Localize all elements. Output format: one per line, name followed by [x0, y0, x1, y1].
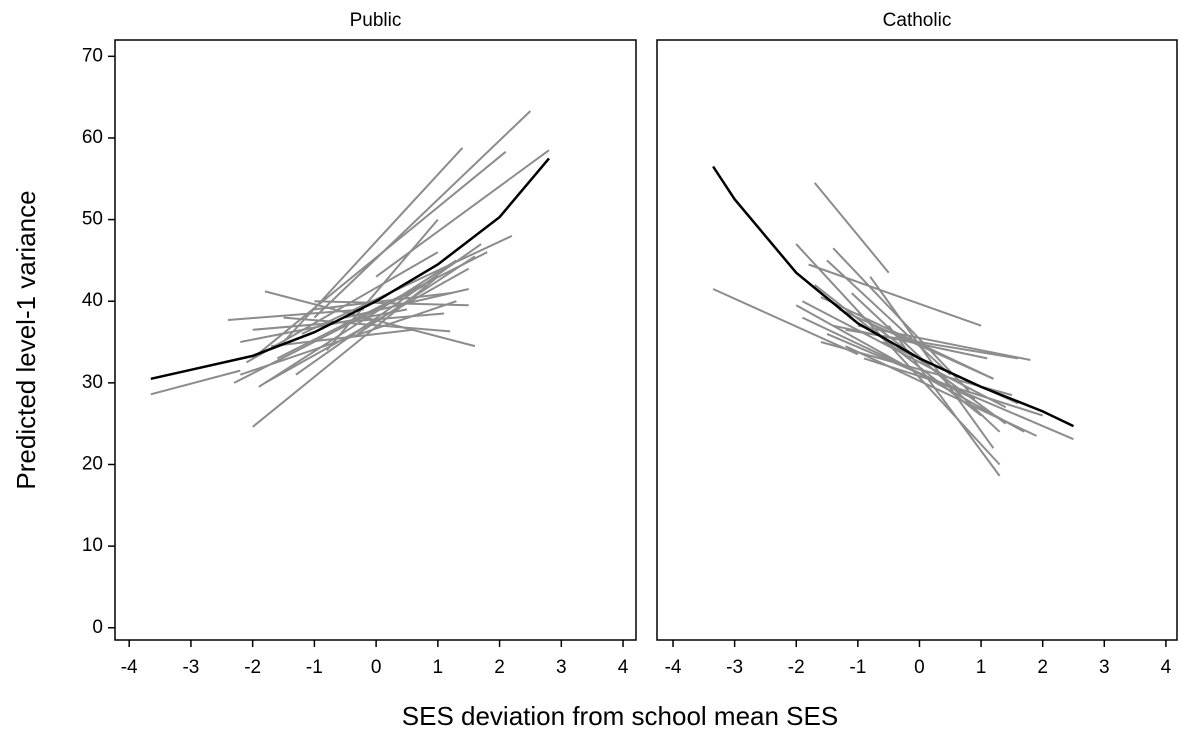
school-line	[826, 259, 951, 376]
school-line	[314, 292, 451, 311]
school-line	[301, 234, 513, 335]
school-line	[252, 151, 507, 360]
y-tick-label: 10	[82, 535, 103, 556]
x-tick-label: 3	[1099, 657, 1110, 678]
panel-title: Public	[350, 10, 402, 31]
x-tick-label: 1	[976, 657, 987, 678]
school-line	[271, 328, 414, 348]
x-tick-label: -2	[788, 657, 805, 678]
x-tick-label: 1	[433, 657, 444, 678]
x-tick-label: 2	[494, 657, 505, 678]
school-line	[246, 251, 439, 364]
x-tick-label: 4	[618, 657, 629, 678]
y-tick-label: 0	[92, 617, 103, 638]
school-line	[314, 300, 469, 307]
school-line	[357, 255, 476, 335]
school-line	[712, 288, 859, 356]
x-tick-label: 0	[914, 657, 925, 678]
school-line	[869, 276, 995, 449]
panel-title: Catholic	[883, 10, 952, 31]
x-tick-label: 2	[1037, 657, 1048, 678]
x-tick-label: 4	[1161, 657, 1172, 678]
y-tick-label: 40	[82, 290, 103, 311]
school-line	[375, 149, 550, 278]
school-line	[813, 182, 890, 274]
mean-curve	[712, 165, 1075, 428]
school-line	[264, 290, 476, 348]
x-tick-label: -1	[306, 657, 323, 678]
y-tick-label: 20	[82, 454, 103, 475]
school-line	[795, 243, 1001, 466]
y-tick-label: 30	[82, 372, 103, 393]
x-tick-label: -3	[182, 657, 199, 678]
x-tick-label: 3	[556, 657, 567, 678]
x-tick-label: 0	[371, 657, 382, 678]
school-line	[845, 345, 1037, 437]
plot-frame	[114, 39, 637, 641]
y-tick-label: 70	[82, 45, 103, 66]
y-axis-label: Predicted level-1 variance	[11, 190, 41, 489]
school-line	[295, 243, 482, 376]
school-line	[313, 110, 532, 319]
school-line	[808, 263, 982, 327]
x-tick-label: -4	[665, 657, 682, 678]
x-tick-label: -1	[849, 657, 866, 678]
x-axis-label: SES deviation from school mean SES	[402, 701, 838, 731]
y-tick-label: 60	[82, 127, 103, 148]
x-tick-label: -3	[726, 657, 743, 678]
mean-curve	[150, 157, 550, 381]
x-tick-label: -4	[121, 657, 138, 678]
y-tick-label: 50	[82, 209, 103, 230]
school-line	[820, 296, 994, 380]
plot-frame	[656, 39, 1178, 641]
school-line	[814, 284, 982, 417]
school-line	[863, 357, 1044, 417]
school-line	[832, 324, 988, 360]
school-line	[150, 369, 241, 396]
x-tick-label: -2	[244, 657, 261, 678]
school-line	[258, 259, 457, 388]
